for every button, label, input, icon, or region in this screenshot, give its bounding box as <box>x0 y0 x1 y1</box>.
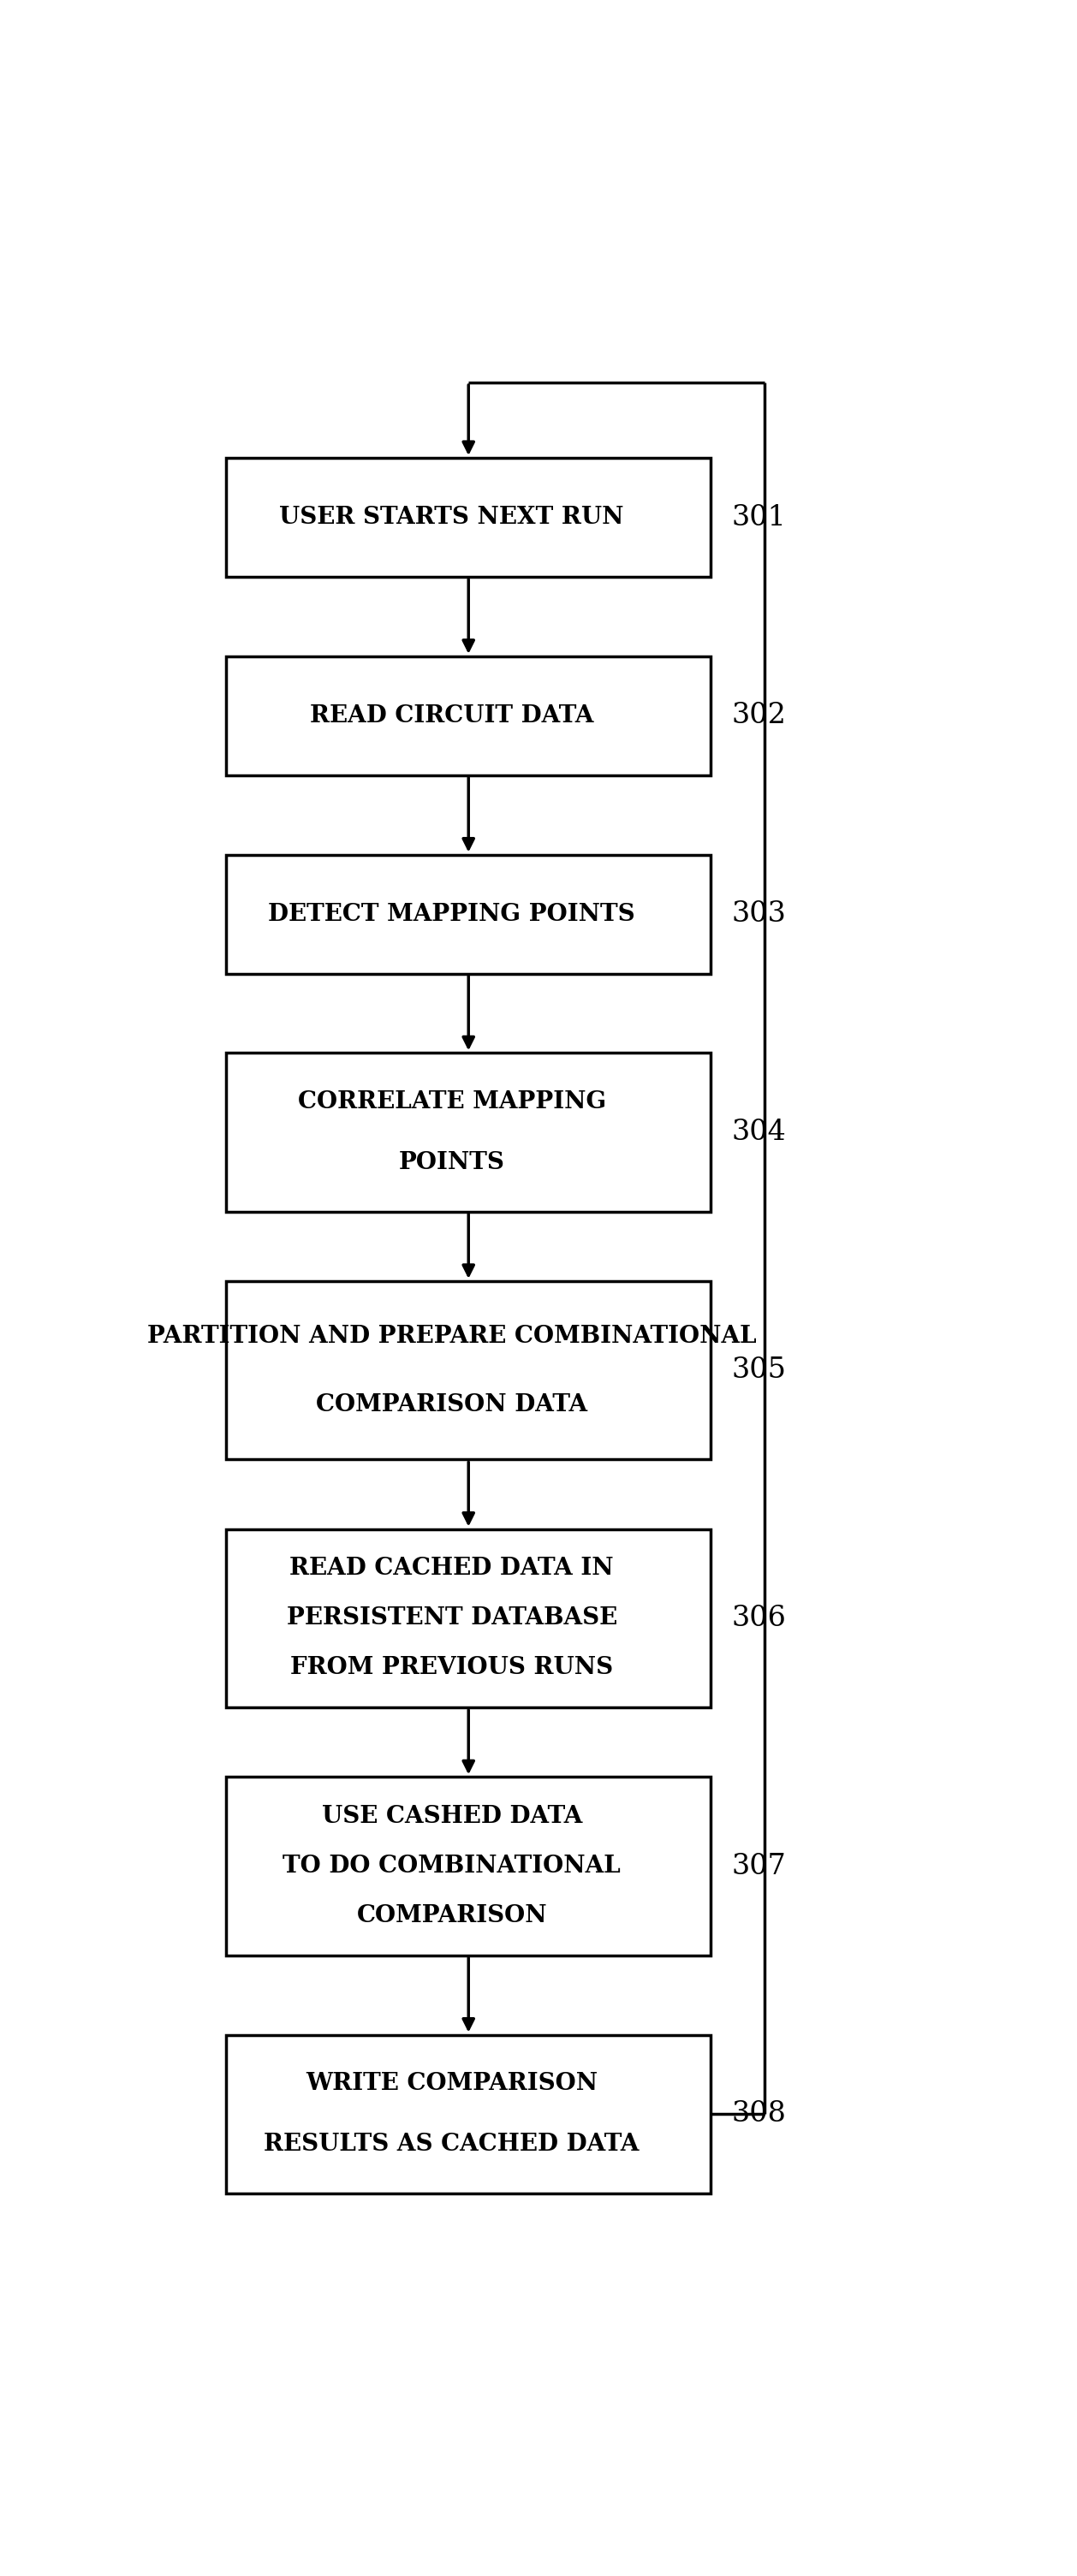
Text: 305: 305 <box>731 1358 786 1383</box>
Text: 308: 308 <box>731 2099 786 2128</box>
FancyBboxPatch shape <box>226 1530 711 1708</box>
FancyBboxPatch shape <box>226 1777 711 1955</box>
Text: USE CASHED DATA: USE CASHED DATA <box>322 1806 582 1829</box>
FancyBboxPatch shape <box>226 1054 711 1211</box>
Text: 301: 301 <box>731 505 786 531</box>
FancyBboxPatch shape <box>226 459 711 577</box>
Text: COMPARISON: COMPARISON <box>356 1904 547 1927</box>
Text: 302: 302 <box>731 703 786 729</box>
Text: 304: 304 <box>731 1118 786 1146</box>
FancyBboxPatch shape <box>226 1280 711 1461</box>
Text: PARTITION AND PREPARE COMBINATIONAL: PARTITION AND PREPARE COMBINATIONAL <box>148 1324 756 1347</box>
Text: 307: 307 <box>731 1852 786 1880</box>
FancyBboxPatch shape <box>226 855 711 974</box>
Text: RESULTS AS CACHED DATA: RESULTS AS CACHED DATA <box>264 2133 640 2156</box>
Text: DETECT MAPPING POINTS: DETECT MAPPING POINTS <box>268 902 635 925</box>
Text: PERSISTENT DATABASE: PERSISTENT DATABASE <box>286 1607 617 1631</box>
Text: CORRELATE MAPPING: CORRELATE MAPPING <box>297 1090 606 1113</box>
Text: USER STARTS NEXT RUN: USER STARTS NEXT RUN <box>280 505 624 528</box>
Text: 306: 306 <box>731 1605 786 1633</box>
FancyBboxPatch shape <box>226 2035 711 2195</box>
Text: COMPARISON DATA: COMPARISON DATA <box>316 1394 588 1417</box>
FancyBboxPatch shape <box>226 657 711 775</box>
Text: POINTS: POINTS <box>398 1151 505 1175</box>
Text: WRITE COMPARISON: WRITE COMPARISON <box>306 2071 598 2094</box>
Text: READ CACHED DATA IN: READ CACHED DATA IN <box>290 1556 614 1579</box>
Text: READ CIRCUIT DATA: READ CIRCUIT DATA <box>310 703 593 726</box>
Text: FROM PREVIOUS RUNS: FROM PREVIOUS RUNS <box>291 1656 613 1680</box>
Text: TO DO COMBINATIONAL: TO DO COMBINATIONAL <box>283 1855 620 1878</box>
Text: 303: 303 <box>731 902 786 927</box>
